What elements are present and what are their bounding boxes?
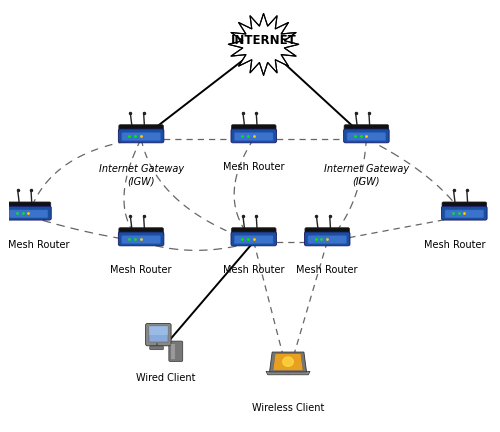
FancyBboxPatch shape <box>122 133 160 140</box>
FancyBboxPatch shape <box>234 236 273 244</box>
FancyBboxPatch shape <box>122 236 160 244</box>
FancyBboxPatch shape <box>118 129 164 143</box>
Polygon shape <box>270 352 306 372</box>
Circle shape <box>282 357 294 366</box>
Polygon shape <box>273 354 303 370</box>
FancyBboxPatch shape <box>118 232 164 246</box>
Text: Internet Gateway
(IGW): Internet Gateway (IGW) <box>324 165 409 186</box>
FancyBboxPatch shape <box>231 129 276 143</box>
FancyBboxPatch shape <box>6 206 51 220</box>
FancyBboxPatch shape <box>231 232 276 246</box>
Text: Mesh Router: Mesh Router <box>424 240 486 250</box>
Text: Wired Client: Wired Client <box>136 373 196 383</box>
Text: INTERNET: INTERNET <box>230 35 296 48</box>
Text: Wireless Client: Wireless Client <box>252 403 324 413</box>
Text: Mesh Router: Mesh Router <box>223 162 284 172</box>
FancyBboxPatch shape <box>442 206 487 220</box>
Text: Mesh Router: Mesh Router <box>223 265 284 275</box>
FancyBboxPatch shape <box>442 202 486 210</box>
Polygon shape <box>228 13 299 75</box>
FancyBboxPatch shape <box>232 125 276 133</box>
FancyBboxPatch shape <box>344 129 389 143</box>
FancyBboxPatch shape <box>146 324 171 346</box>
FancyBboxPatch shape <box>170 343 175 359</box>
FancyBboxPatch shape <box>445 210 484 218</box>
Text: Mesh Router: Mesh Router <box>8 240 69 250</box>
FancyBboxPatch shape <box>148 327 168 343</box>
FancyBboxPatch shape <box>9 210 48 218</box>
FancyBboxPatch shape <box>232 228 276 236</box>
FancyBboxPatch shape <box>234 133 273 140</box>
FancyBboxPatch shape <box>304 232 350 246</box>
FancyBboxPatch shape <box>150 346 164 350</box>
Text: Mesh Router: Mesh Router <box>110 265 172 275</box>
FancyBboxPatch shape <box>119 125 164 133</box>
FancyBboxPatch shape <box>169 341 182 362</box>
FancyBboxPatch shape <box>6 202 51 210</box>
FancyBboxPatch shape <box>308 236 346 244</box>
FancyBboxPatch shape <box>347 133 386 140</box>
Text: Mesh Router: Mesh Router <box>296 265 358 275</box>
Polygon shape <box>266 372 310 375</box>
Text: Internet Gateway
(IGW): Internet Gateway (IGW) <box>98 165 184 186</box>
FancyBboxPatch shape <box>305 228 350 236</box>
FancyBboxPatch shape <box>344 125 389 133</box>
FancyBboxPatch shape <box>119 228 164 236</box>
FancyBboxPatch shape <box>148 327 168 335</box>
